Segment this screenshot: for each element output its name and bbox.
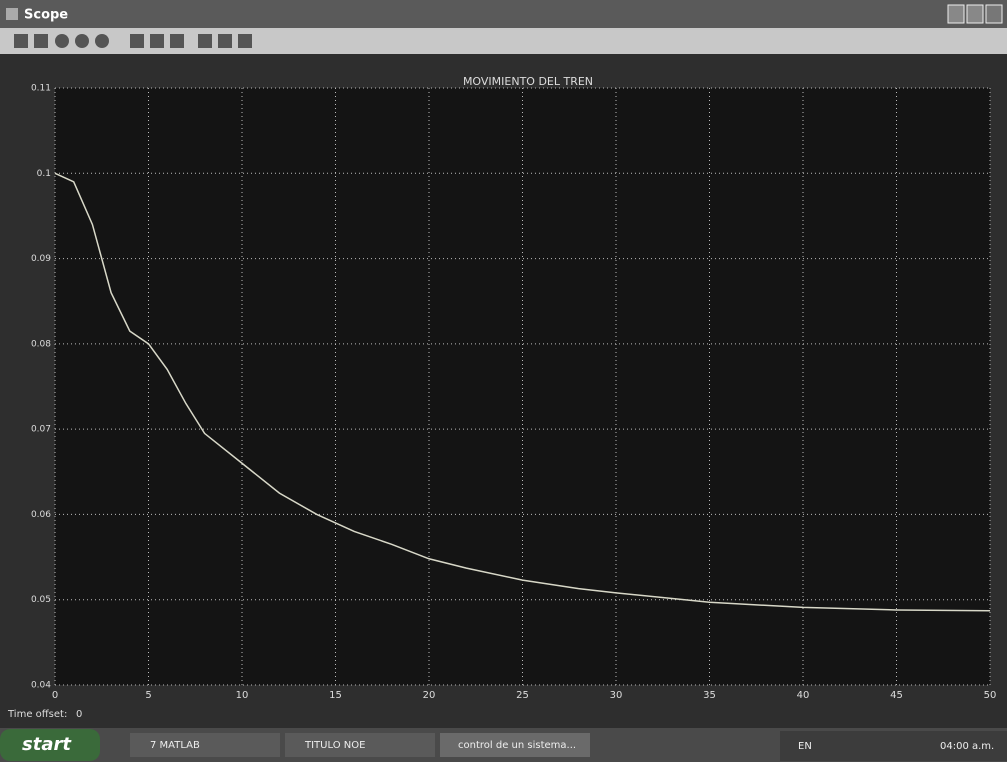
x-tick-label: 35 (703, 690, 716, 701)
save-axes-button[interactable] (150, 34, 164, 48)
y-tick-label: 0.05 (31, 595, 51, 605)
status-value: 0 (76, 709, 82, 720)
y-tick-label: 0.04 (31, 681, 51, 691)
title-bar (0, 0, 1007, 28)
x-tick-label: 20 (423, 690, 436, 701)
x-tick-label: 40 (797, 690, 810, 701)
status-label: Time offset: (7, 709, 67, 720)
zoom-button[interactable] (55, 34, 69, 48)
close-button[interactable] (986, 5, 1002, 23)
zoom-y-button[interactable] (95, 34, 109, 48)
minimize-button[interactable] (948, 5, 964, 23)
y-tick-label: 0.11 (31, 84, 51, 94)
language-indicator[interactable]: EN (798, 741, 812, 752)
clock: 04:00 a.m. (940, 741, 994, 752)
y-tick-label: 0.1 (37, 169, 51, 179)
axes (55, 88, 990, 685)
params-button[interactable] (34, 34, 48, 48)
x-tick-label: 45 (890, 690, 903, 701)
signal-button[interactable] (238, 34, 252, 48)
autoscale-button[interactable] (130, 34, 144, 48)
window-title: Scope (24, 8, 68, 23)
chart-title: MOVIMIENTO DEL TREN (463, 75, 593, 88)
x-tick-label: 5 (145, 690, 151, 701)
y-tick-label: 0.07 (31, 425, 51, 435)
y-tick-label: 0.06 (31, 510, 51, 520)
print-button[interactable] (14, 34, 28, 48)
taskbar-item-label[interactable]: control de un sistema... (458, 740, 576, 751)
x-tick-label: 0 (52, 690, 58, 701)
zoom-x-button[interactable] (75, 34, 89, 48)
x-tick-label: 10 (236, 690, 249, 701)
x-tick-label: 50 (984, 690, 997, 701)
x-tick-label: 30 (610, 690, 623, 701)
start-label[interactable]: start (22, 734, 72, 755)
window-icon (6, 8, 18, 20)
lock-button[interactable] (218, 34, 232, 48)
window-buttons[interactable] (948, 5, 1002, 23)
maximize-button[interactable] (967, 5, 983, 23)
taskbar-item-label[interactable]: 7 MATLAB (150, 740, 200, 751)
restore-axes-button[interactable] (170, 34, 184, 48)
taskbar-item-label[interactable]: TITULO NOE (304, 740, 365, 751)
screen: Scope MOVIMIENTO DEL TREN 0.04 0.05 0.06 0.… (0, 0, 1007, 762)
y-tick-label: 0.08 (31, 339, 51, 349)
y-tick-label: 0.09 (31, 254, 51, 264)
x-tick-label: 25 (516, 690, 529, 701)
x-tick-label: 15 (329, 690, 342, 701)
floating-button[interactable] (198, 34, 212, 48)
